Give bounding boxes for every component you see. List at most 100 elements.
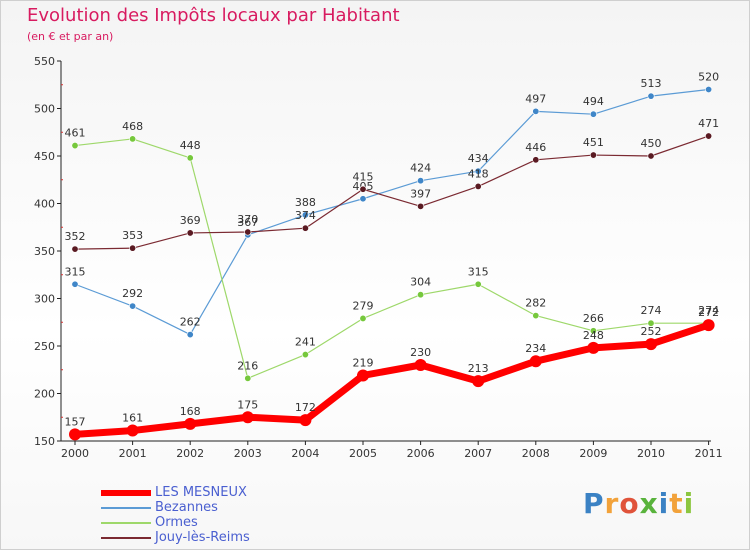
data-point <box>71 280 79 288</box>
series-line-Jouy-lès-Reims <box>74 135 710 250</box>
y-tick-label: 150 <box>34 435 55 448</box>
data-label: 418 <box>468 167 489 180</box>
data-label: 446 <box>525 141 546 154</box>
data-label: 304 <box>410 276 431 289</box>
data-point <box>357 369 369 382</box>
y-tick-label: 500 <box>34 103 55 116</box>
logo-letter: x <box>639 487 659 520</box>
x-tick-label: 2005 <box>349 447 377 460</box>
data-label: 497 <box>525 92 546 105</box>
data-point <box>587 341 600 354</box>
data-label: 315 <box>468 265 489 278</box>
chart-title: Evolution des Impôts locaux par Habitant <box>27 5 400 26</box>
data-point <box>705 132 713 140</box>
data-label: 451 <box>583 136 604 149</box>
logo-letter: r <box>604 487 620 520</box>
legend-label: Ormes <box>155 515 198 530</box>
logo-letter: i <box>658 487 670 520</box>
data-label: 272 <box>698 306 719 319</box>
data-label: 274 <box>698 304 719 317</box>
data-point <box>359 195 367 203</box>
data-point <box>414 359 427 371</box>
legend-swatch <box>101 536 151 539</box>
data-label: 213 <box>468 362 489 375</box>
legend-swatch <box>101 521 151 524</box>
chart-subtitle: (en € et par an) <box>27 30 114 43</box>
data-label: 230 <box>410 346 431 359</box>
logo-letter: o <box>619 487 640 520</box>
data-label: 292 <box>122 287 143 300</box>
data-label: 219 <box>353 356 374 369</box>
data-label: 274 <box>641 304 662 317</box>
data-point <box>647 152 655 160</box>
data-point <box>532 156 540 164</box>
data-label: 397 <box>410 187 431 200</box>
legend-item: Bezannes <box>101 500 250 515</box>
y-tick-label: 550 <box>34 55 55 68</box>
data-label: 415 <box>353 170 374 183</box>
data-label: 168 <box>180 405 201 418</box>
data-label: 367 <box>237 216 258 229</box>
data-label: 353 <box>122 229 143 242</box>
x-tick-label: 2009 <box>579 447 607 460</box>
data-label: 216 <box>237 359 258 372</box>
data-label: 468 <box>122 120 143 133</box>
data-label: 461 <box>65 127 86 140</box>
data-point <box>532 107 540 115</box>
data-point <box>129 135 137 143</box>
data-point <box>417 177 425 185</box>
y-tick-label: 350 <box>34 245 55 258</box>
x-tick-label: 2004 <box>291 447 319 460</box>
y-tick-label: 300 <box>34 293 55 306</box>
data-label: 513 <box>641 77 662 90</box>
data-point <box>71 142 79 150</box>
data-point <box>589 110 597 118</box>
data-point <box>702 319 715 332</box>
data-label: 448 <box>180 139 201 152</box>
data-label: 175 <box>237 398 258 411</box>
data-label: 248 <box>583 329 604 342</box>
data-point <box>417 291 425 299</box>
data-label: 450 <box>641 137 662 150</box>
data-point <box>647 92 655 100</box>
data-label: 520 <box>698 71 719 84</box>
y-tick-label: 400 <box>34 198 55 211</box>
chart-legend: LES MESNEUX Bezannes Ormes Jouy-lès-Reims <box>101 485 250 545</box>
logo-letter: P <box>583 487 605 520</box>
y-tick-label: 200 <box>34 388 55 401</box>
data-label: 157 <box>65 415 86 428</box>
data-point <box>241 411 254 424</box>
data-label: 370 <box>237 213 258 226</box>
data-label: 374 <box>295 209 316 222</box>
data-label: 388 <box>295 196 316 209</box>
data-label: 369 <box>180 214 201 227</box>
x-tick-label: 2003 <box>234 447 262 460</box>
x-tick-label: 2006 <box>407 447 435 460</box>
data-point <box>244 374 252 382</box>
data-point <box>301 211 309 219</box>
legend-item: LES MESNEUX <box>101 485 250 500</box>
logo-letter: t <box>669 487 684 520</box>
legend-item: Jouy-lès-Reims <box>101 530 250 545</box>
data-point <box>705 86 713 94</box>
data-point <box>186 154 194 162</box>
data-point <box>184 417 197 430</box>
proxiti-logo: Proxiti <box>583 487 694 520</box>
data-point <box>71 245 79 253</box>
legend-swatch <box>101 506 151 509</box>
data-label: 172 <box>295 401 316 414</box>
data-label: 279 <box>353 299 374 312</box>
data-point <box>474 167 482 175</box>
x-tick-label: 2007 <box>464 447 492 460</box>
data-point <box>129 302 137 310</box>
data-point <box>417 202 425 210</box>
x-tick-label: 2002 <box>176 447 204 460</box>
y-tick-label: 450 <box>34 150 55 163</box>
x-tick-label: 2001 <box>119 447 147 460</box>
data-point <box>186 331 194 339</box>
data-label: 262 <box>180 316 201 329</box>
data-point <box>589 151 597 159</box>
legend-label: LES MESNEUX <box>155 485 247 500</box>
data-label: 252 <box>641 325 662 338</box>
